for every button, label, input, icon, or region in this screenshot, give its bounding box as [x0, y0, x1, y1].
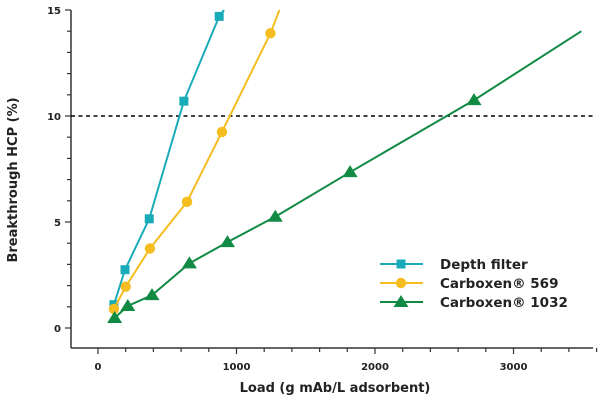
data-point-circle — [108, 303, 120, 315]
y-tick-label: 0 — [54, 324, 61, 335]
legend-item-1: Carboxen® 569 — [380, 276, 558, 292]
data-point-triangle — [120, 298, 136, 311]
x-axis-label: Load (g mAb/L adsorbent) — [240, 381, 431, 396]
data-point-circle — [144, 243, 156, 254]
series-line — [112, 9, 225, 305]
legend-item-2: Carboxen® 1032 — [380, 295, 568, 311]
y-tick-label: 5 — [54, 218, 61, 229]
data-point-circle — [216, 126, 228, 138]
legend: Depth filter Carboxen® 569 Carboxen® 1032 — [380, 257, 568, 311]
series-0 — [109, 9, 225, 310]
data-point-square — [120, 265, 130, 275]
y-tick-label: 10 — [47, 112, 61, 123]
x-tick-label: 1000 — [223, 362, 251, 373]
data-point-square — [214, 11, 224, 21]
legend-marker-circle — [395, 277, 407, 289]
legend-marker-triangle — [393, 295, 409, 307]
data-point-circle — [265, 28, 276, 39]
data-point-square — [179, 96, 189, 106]
series-line — [113, 9, 281, 310]
series-2 — [107, 30, 582, 324]
y-tick-label: 15 — [47, 6, 61, 17]
legend-label: Carboxen® 569 — [440, 276, 558, 292]
series-group — [107, 9, 582, 324]
data-point-triangle — [342, 165, 358, 178]
data-point-triangle — [107, 311, 123, 324]
data-point-triangle — [181, 256, 197, 269]
data-point-triangle — [219, 235, 235, 248]
y-axis-label: Breakthrough HCP (%) — [6, 97, 21, 262]
data-point-triangle — [144, 288, 160, 301]
legend-label: Depth filter — [440, 257, 528, 273]
series-1 — [108, 9, 281, 315]
x-tick-label: 3000 — [500, 362, 528, 373]
axes: 0 5 10 15 0 1000 2000 3000 — [47, 6, 598, 373]
data-point-triangle — [267, 209, 283, 222]
data-point-triangle — [466, 93, 482, 106]
x-tick-label: 2000 — [361, 362, 389, 373]
data-point-circle — [181, 196, 193, 208]
data-point-square — [144, 214, 154, 224]
x-tick-label: 0 — [95, 362, 102, 373]
data-point-circle — [120, 281, 131, 292]
legend-item-0: Depth filter — [380, 257, 528, 273]
legend-label: Carboxen® 1032 — [440, 295, 568, 311]
legend-marker-square — [396, 259, 406, 269]
